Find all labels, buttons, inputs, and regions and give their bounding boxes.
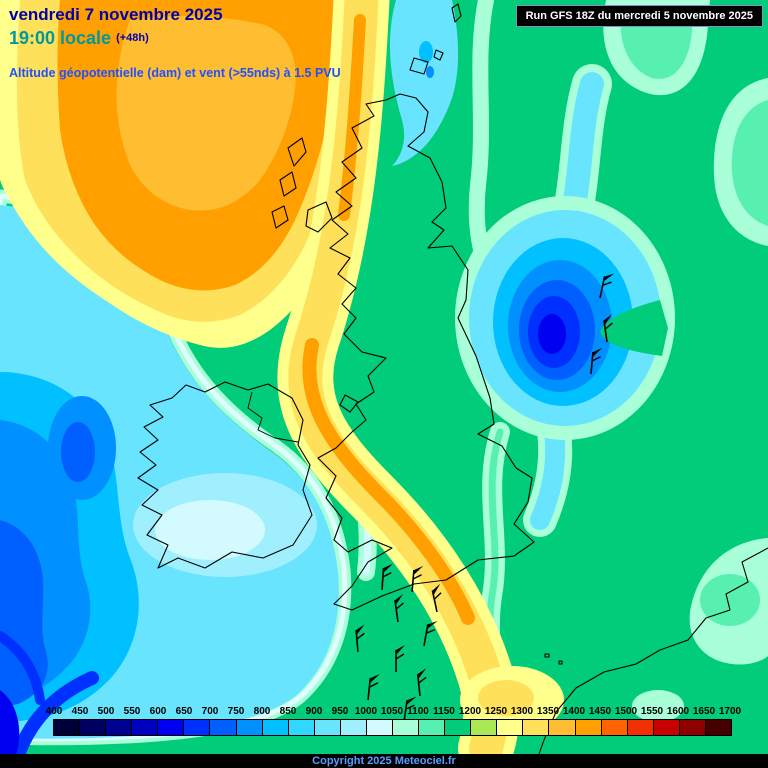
legend-value: 1650 bbox=[692, 706, 716, 717]
legend-value: 1200 bbox=[458, 706, 482, 717]
parameter-title: Altitude géopotentielle (dam) et vent (>… bbox=[9, 66, 341, 80]
legend-value: 450 bbox=[71, 706, 89, 717]
legend-value: 1250 bbox=[484, 706, 508, 717]
legend-color-box bbox=[53, 719, 81, 736]
legend-value: 1450 bbox=[588, 706, 612, 717]
legend-color-box bbox=[235, 719, 263, 736]
legend-value: 500 bbox=[97, 706, 115, 717]
legend-value: 1700 bbox=[718, 706, 742, 717]
legend-color-box bbox=[418, 719, 446, 736]
legend-value: 900 bbox=[305, 706, 323, 717]
legend-color-box bbox=[548, 719, 576, 736]
forecast-time-label: 19:00 locale bbox=[9, 28, 112, 48]
legend-value: 650 bbox=[175, 706, 193, 717]
legend-value: 1150 bbox=[433, 706, 455, 717]
legend-color-box bbox=[522, 719, 550, 736]
legend-value: 700 bbox=[201, 706, 219, 717]
legend-value: 1100 bbox=[407, 706, 429, 717]
legend-value: 1000 bbox=[354, 706, 378, 717]
legend-value: 750 bbox=[227, 706, 245, 717]
legend-color-box bbox=[183, 719, 211, 736]
legend-value: 1550 bbox=[640, 706, 664, 717]
legend-color-box bbox=[652, 719, 680, 736]
legend-color-box bbox=[392, 719, 420, 736]
legend-value: 1300 bbox=[510, 706, 534, 717]
legend-value: 400 bbox=[45, 706, 63, 717]
legend-color-box bbox=[209, 719, 237, 736]
legend-color-box bbox=[131, 719, 159, 736]
legend-color-box bbox=[574, 719, 602, 736]
legend-value: 600 bbox=[149, 706, 167, 717]
forecast-time: 19:00 locale (+48h) bbox=[9, 28, 149, 49]
forecast-date: vendredi 7 novembre 2025 bbox=[9, 5, 223, 24]
legend-value: 950 bbox=[331, 706, 349, 717]
legend-value: 1500 bbox=[614, 706, 638, 717]
legend-value: 850 bbox=[279, 706, 297, 717]
legend-color-box bbox=[79, 719, 107, 736]
legend-values: 400 450 500 550 600 650 700 750 800 850 900 950 1000… bbox=[41, 706, 743, 717]
legend-value: 800 bbox=[253, 706, 271, 717]
copyright-bar: Copyright 2025 Meteociel.fr bbox=[0, 754, 768, 768]
legend-value: 1400 bbox=[562, 706, 586, 717]
legend-color-box bbox=[626, 719, 654, 736]
legend-color-box bbox=[287, 719, 315, 736]
legend-color-box bbox=[261, 719, 289, 736]
legend-color-box bbox=[704, 719, 733, 736]
legend-color-box bbox=[496, 719, 524, 736]
legend-value: 550 bbox=[123, 706, 141, 717]
legend-color-box bbox=[339, 719, 367, 736]
model-run-info: Run GFS 18Z du mercredi 5 novembre 2025 bbox=[515, 5, 763, 27]
legend-color-box bbox=[678, 719, 706, 736]
legend-color-box bbox=[105, 719, 133, 736]
forecast-offset: (+48h) bbox=[116, 32, 149, 44]
legend-color-box bbox=[157, 719, 185, 736]
coastline-layer bbox=[137, 3, 768, 768]
legend-value: 1050 bbox=[380, 706, 404, 717]
legend-boxes bbox=[53, 719, 733, 736]
copyright-text[interactable]: Copyright 2025 Meteociel.fr bbox=[312, 755, 456, 767]
legend-color-box bbox=[365, 719, 394, 736]
legend-value: 1600 bbox=[666, 706, 690, 717]
legend-color-box bbox=[444, 719, 472, 736]
legend-color-box bbox=[600, 719, 628, 736]
legend-color-box bbox=[313, 719, 341, 736]
legend-value: 1350 bbox=[536, 706, 560, 717]
legend-color-box bbox=[470, 719, 498, 736]
